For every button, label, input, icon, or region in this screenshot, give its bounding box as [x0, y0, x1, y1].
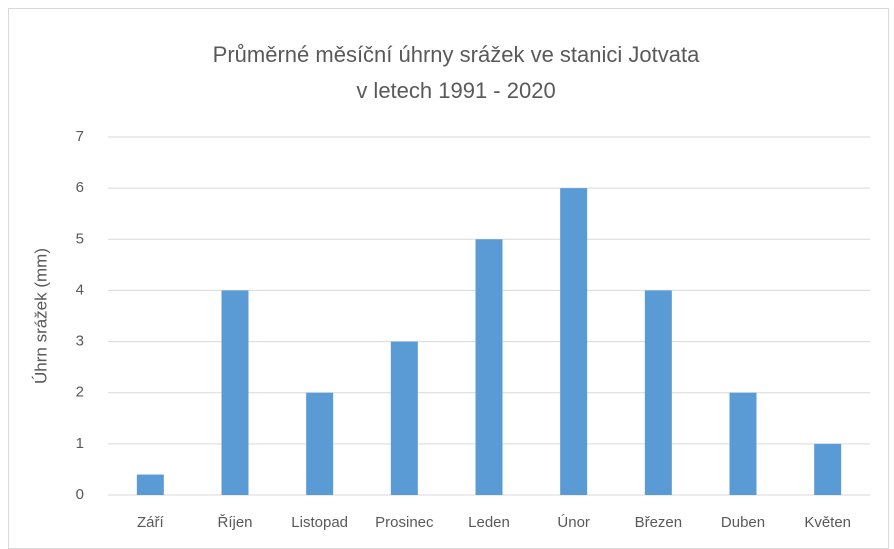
y-tick-label: 3 [76, 333, 84, 350]
bar [306, 392, 334, 495]
x-tick-label: Leden [468, 514, 510, 531]
bar [814, 443, 842, 495]
y-tick-label: 6 [76, 179, 84, 196]
bar [475, 239, 503, 495]
y-tick-label: 5 [76, 230, 84, 247]
y-tick-label: 0 [76, 486, 84, 503]
y-tick-label: 2 [76, 384, 84, 401]
y-tick-label: 1 [76, 435, 84, 452]
chart-title: Průměrné měsíční úhrny srážek ve stanici… [213, 42, 700, 67]
y-tick-label: 7 [76, 128, 84, 145]
x-tick-label: Duben [721, 514, 765, 531]
x-tick-label: Září [137, 514, 165, 531]
x-tick-label: Únor [557, 514, 590, 531]
bar [221, 290, 249, 495]
x-tick-label: Listopad [291, 514, 348, 531]
chart-title: v letech 1991 - 2020 [356, 78, 555, 103]
bar [560, 188, 588, 495]
x-tick-label: Březen [635, 514, 683, 531]
x-tick-label: Prosinec [375, 514, 434, 531]
bar [644, 290, 672, 495]
y-axis-label: Úhrn srážek (mm) [31, 248, 50, 384]
bar [390, 341, 418, 495]
x-tick-label: Květen [804, 514, 851, 531]
x-tick-label: Říjen [217, 514, 252, 531]
y-tick-label: 4 [76, 281, 84, 298]
bar [729, 392, 757, 495]
bar [136, 474, 164, 495]
